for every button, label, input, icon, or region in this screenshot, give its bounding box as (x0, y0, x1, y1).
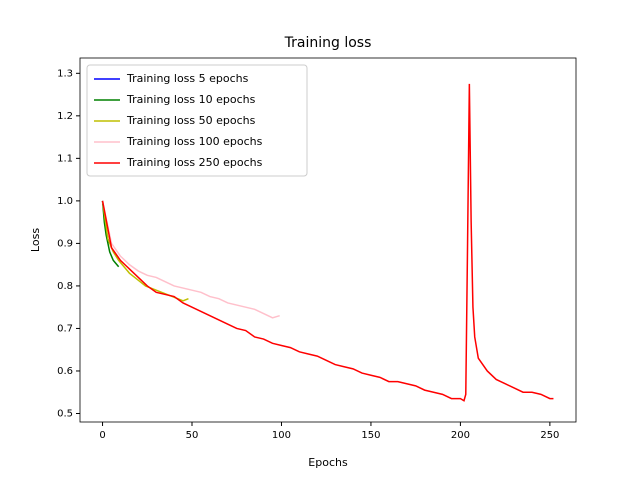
x-tick-label: 0 (99, 430, 105, 441)
x-tick-label: 250 (540, 430, 559, 441)
x-tick-label: 50 (186, 430, 199, 441)
legend-label: Training loss 5 epochs (126, 72, 249, 85)
y-tick-label: 1.2 (57, 111, 73, 122)
x-tick-label: 200 (451, 430, 470, 441)
legend-box (86, 64, 308, 177)
series-line (101, 200, 120, 268)
y-tick-label: 1.3 (57, 68, 73, 79)
legend-label: Training loss 250 epochs (126, 156, 263, 169)
y-tick-label: 0.9 (57, 238, 73, 249)
y-tick-label: 0.5 (57, 408, 73, 419)
y-tick-label: 0.8 (57, 281, 73, 292)
plot-frame (79, 57, 577, 423)
y-tick-label: 1.0 (57, 196, 73, 207)
x-axis-label: Epochs (308, 456, 348, 469)
series-line (101, 200, 280, 319)
y-tick-label: 1.1 (57, 153, 73, 164)
legend-label: Training loss 50 epochs (126, 114, 256, 127)
series-line (101, 83, 554, 402)
y-tick-label: 0.7 (57, 323, 73, 334)
x-tick-label: 100 (272, 430, 291, 441)
x-tick-label: 150 (361, 430, 380, 441)
y-tick-label: 0.6 (57, 366, 73, 377)
legend-label: Training loss 10 epochs (126, 93, 256, 106)
chart-title: Training loss (284, 35, 372, 51)
y-axis-label: Loss (29, 228, 42, 252)
legend-label: Training loss 100 epochs (126, 135, 263, 148)
